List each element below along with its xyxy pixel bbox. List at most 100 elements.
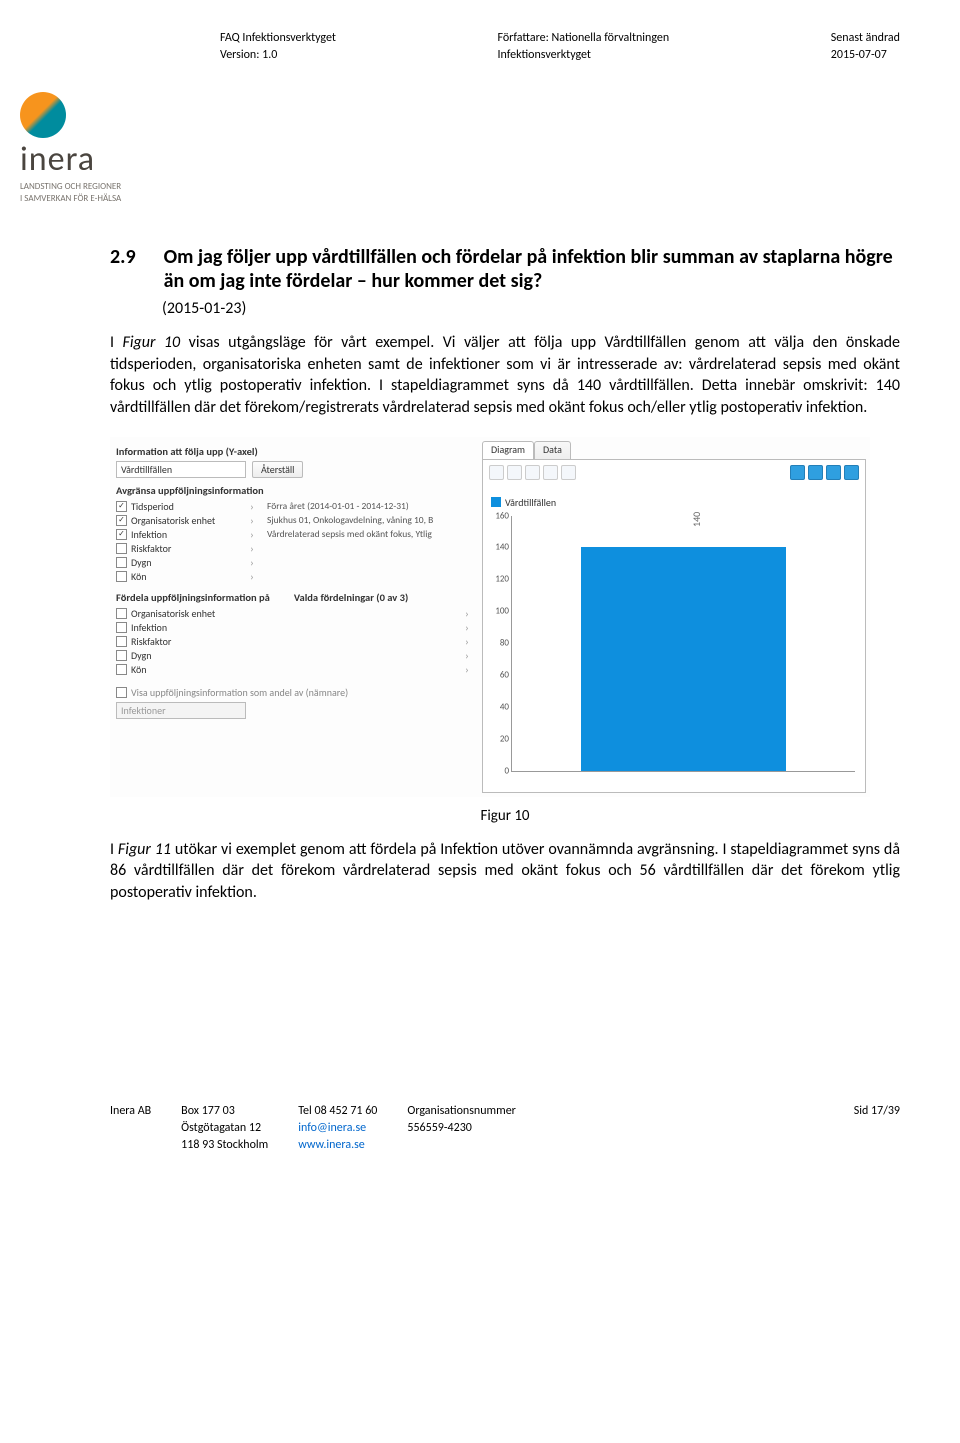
paragraph-1: I Figur 10 visas utgångsläge för vårt ex… [110, 332, 900, 418]
section-number: 2.9 [110, 245, 136, 293]
filter-value: Sjukhus 01, Onkologavdelning, våning 10,… [261, 514, 472, 526]
section-heading: 2.9 Om jag följer upp vårdtillfällen och… [110, 245, 900, 293]
y-tick-label: 40 [500, 701, 509, 712]
footer-tel: Tel 08 452 71 60 [298, 1103, 377, 1120]
reset-button[interactable]: Återställ [252, 461, 303, 478]
paragraph-2: I Figur 11 utökar vi exemplet genom att … [110, 839, 900, 904]
logo-sub-2: I SAMVERKAN FÖR E-HÄLSA [20, 194, 900, 205]
section-title: Om jag följer upp vårdtillfällen och för… [164, 245, 900, 293]
info-icon[interactable] [489, 465, 504, 480]
chart-type-pie-icon[interactable] [844, 465, 859, 480]
header-left-2: Version: 1.0 [220, 47, 336, 64]
legend-label: Vårdtillfällen [505, 496, 556, 509]
logo-sub-1: LANDSTING OCH REGIONER [20, 182, 900, 193]
tab-data[interactable]: Data [534, 441, 571, 459]
dist-label: Dygn [131, 649, 243, 662]
figure-caption-10: Figur 10 [110, 807, 900, 825]
filter-checkbox[interactable] [116, 557, 127, 568]
dist-label: Infektion [131, 621, 243, 634]
y-tick-label: 140 [495, 542, 509, 553]
zoom-icon[interactable] [543, 465, 558, 480]
chevron-right-icon[interactable]: › [247, 556, 257, 569]
export-icon[interactable] [561, 465, 576, 480]
app-screenshot: Information att följa upp (Y-axel) Vårdt… [110, 437, 870, 797]
header-meta: FAQ Infektionsverktyget Version: 1.0 För… [220, 30, 900, 64]
filter-checkbox[interactable] [116, 571, 127, 582]
share-checkbox[interactable] [116, 687, 127, 698]
yaxis-select[interactable]: Vårdtillfällen [116, 461, 246, 478]
chevron-right-icon[interactable]: › [462, 635, 472, 648]
chevron-right-icon[interactable]: › [247, 528, 257, 541]
dist-checkbox[interactable] [116, 636, 127, 647]
y-tick-label: 80 [500, 638, 509, 649]
filter-label: Dygn [131, 556, 243, 569]
header-right-1: Senast ändrad [831, 30, 900, 47]
chart-type-area-icon[interactable] [826, 465, 841, 480]
share-label: Visa uppföljningsinformation som andel a… [131, 686, 348, 699]
bar [581, 547, 787, 770]
y-tick-label: 60 [500, 669, 509, 680]
filter-label: Tidsperiod [131, 500, 243, 513]
footer-org-num: 556559-4230 [407, 1120, 515, 1137]
dist-checkbox[interactable] [116, 664, 127, 675]
dist-checkbox[interactable] [116, 650, 127, 661]
denominator-select[interactable]: Infektioner [116, 702, 246, 719]
footer: Inera AB Box 177 03 Östgötagatan 12 118 … [110, 1103, 900, 1153]
footer-company: Inera AB [110, 1103, 151, 1153]
chevron-right-icon[interactable]: › [247, 542, 257, 555]
chevron-right-icon[interactable]: › [462, 649, 472, 662]
filter-value: Vårdrelaterad sepsis med okänt fokus, Yt… [261, 528, 472, 540]
footer-web[interactable]: www.inera.se [298, 1138, 365, 1152]
filter-checkbox[interactable] [116, 529, 127, 540]
chevron-right-icon[interactable]: › [247, 514, 257, 527]
footer-addr1: Box 177 03 [181, 1103, 268, 1120]
footer-org-label: Organisationsnummer [407, 1103, 515, 1120]
filter-checkbox[interactable] [116, 515, 127, 526]
legend-swatch [491, 497, 501, 507]
filter-label: Infektion [131, 528, 243, 541]
dist-checkbox[interactable] [116, 608, 127, 619]
panel-title-yaxis: Information att följa upp (Y-axel) [116, 445, 472, 458]
filter-label: Organisatorisk enhet [131, 514, 243, 527]
refresh-icon[interactable] [507, 465, 522, 480]
section-date: (2015-01-23) [162, 299, 900, 318]
dist-label: Riskfaktor [131, 635, 243, 648]
filter-label: Riskfaktor [131, 542, 243, 555]
chevron-right-icon[interactable]: › [247, 570, 257, 583]
header-mid-2: Infektionsverktyget [498, 47, 670, 64]
chevron-right-icon[interactable]: › [462, 607, 472, 620]
print-icon[interactable] [525, 465, 540, 480]
logo-text: inera [20, 139, 900, 180]
tab-diagram[interactable]: Diagram [482, 441, 534, 459]
chevron-right-icon[interactable]: › [247, 500, 257, 513]
filter-label: Kön [131, 570, 243, 583]
fig-ref-10: Figur 10 [123, 333, 181, 352]
panel-title-dist-count: Valda fördelningar (0 av 3) [294, 591, 408, 604]
header-left-1: FAQ Infektionsverktyget [220, 30, 336, 47]
logo: inera LANDSTING OCH REGIONER I SAMVERKAN… [20, 92, 900, 206]
logo-icon [20, 92, 66, 138]
header-mid-1: Författare: Nationella förvaltningen [498, 30, 670, 47]
y-tick-label: 160 [495, 510, 509, 521]
filter-value: Förra året (2014-01-01 - 2014-12-31) [261, 500, 472, 512]
chart-area: 020406080100120140160140 [511, 516, 855, 772]
panel-title-filter: Avgränsa uppföljningsinformation [116, 484, 472, 497]
y-tick-label: 120 [495, 574, 509, 585]
filter-checkbox[interactable] [116, 501, 127, 512]
dist-checkbox[interactable] [116, 622, 127, 633]
chart-type-line-icon[interactable] [808, 465, 823, 480]
filter-checkbox[interactable] [116, 543, 127, 554]
legend: Vårdtillfällen [491, 496, 556, 509]
chevron-right-icon[interactable]: › [462, 663, 472, 676]
y-tick-label: 20 [500, 733, 509, 744]
footer-email[interactable]: info@inera.se [298, 1121, 366, 1135]
chart-type-bar-icon[interactable] [790, 465, 805, 480]
dist-label: Organisatorisk enhet [131, 607, 243, 620]
footer-addr2: Östgötagatan 12 [181, 1120, 268, 1137]
fig-ref-11: Figur 11 [118, 840, 171, 859]
chevron-right-icon[interactable]: › [462, 621, 472, 634]
header-right-2: 2015-07-07 [831, 47, 900, 64]
y-tick-label: 100 [495, 606, 509, 617]
footer-addr3: 118 93 Stockholm [181, 1137, 268, 1154]
dist-label: Kön [131, 663, 243, 676]
